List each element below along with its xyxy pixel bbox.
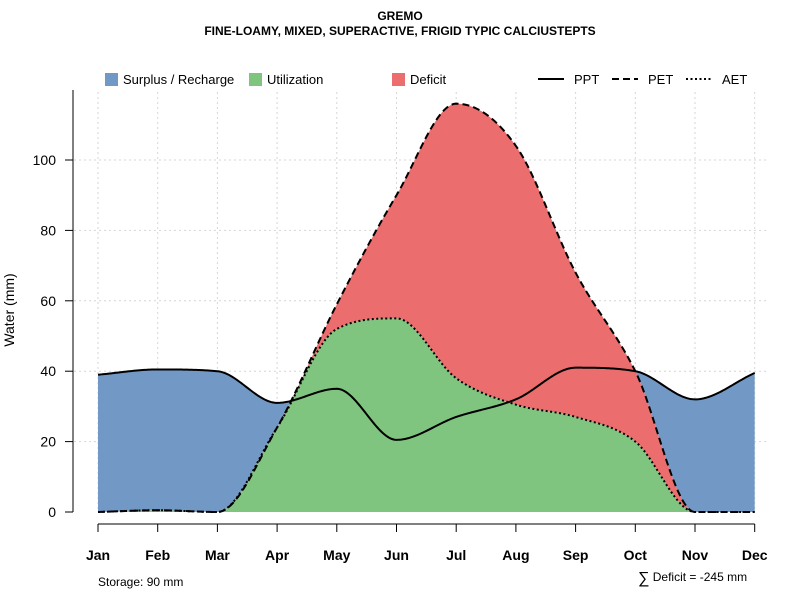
x-tick-label-may: May bbox=[323, 547, 350, 563]
legend-swatch-surplus-recharge bbox=[105, 73, 118, 86]
chart-subtitle: FINE-LOAMY, MIXED, SUPERACTIVE, FRIGID T… bbox=[204, 24, 596, 38]
y-tick-label-80: 80 bbox=[40, 222, 56, 238]
x-tick-label-sep: Sep bbox=[563, 547, 589, 563]
x-tick-label-jan: Jan bbox=[86, 547, 110, 563]
deficit-annotation: ∑ Deficit = -245 mm bbox=[638, 570, 747, 588]
y-tick-label-100: 100 bbox=[33, 152, 57, 168]
x-tick-label-aug: Aug bbox=[502, 547, 529, 563]
x-tick-label-dec: Dec bbox=[742, 547, 768, 563]
utilization-area bbox=[98, 318, 755, 512]
x-tick-label-jun: Jun bbox=[384, 547, 409, 563]
legend-swatch-deficit bbox=[392, 73, 405, 86]
y-tick-label-0: 0 bbox=[48, 504, 56, 520]
legend-label-ppt: PPT bbox=[574, 72, 599, 87]
x-tick-label-nov: Nov bbox=[682, 547, 709, 563]
y-axis-label: Water (mm) bbox=[1, 273, 17, 346]
ppt-line bbox=[97, 366, 756, 441]
axes: 0 20 40 60 80 100 Water (mm) Jan Feb Mar Apr May Jun… bbox=[1, 90, 768, 563]
legend: Surplus / Recharge Utilization Deficit PPT P… bbox=[105, 72, 747, 87]
deficit-area bbox=[98, 103, 755, 513]
x-tick-label-mar: Mar bbox=[205, 547, 230, 563]
x-tick-label-oct: Oct bbox=[624, 547, 648, 563]
legend-label-pet: PET bbox=[648, 72, 673, 87]
chart-title: GREMO bbox=[377, 9, 423, 23]
y-tick-label-60: 60 bbox=[40, 293, 56, 309]
y-tick-label-20: 20 bbox=[40, 434, 56, 450]
x-tick-label-feb: Feb bbox=[145, 547, 170, 563]
y-tick-label-40: 40 bbox=[40, 363, 56, 379]
sum-symbol: ∑ bbox=[638, 570, 650, 587]
legend-label-deficit: Deficit bbox=[410, 72, 447, 87]
pet-line bbox=[97, 102, 755, 513]
legend-label-surplus-recharge: Surplus / Recharge bbox=[123, 72, 234, 87]
surplus-recharge-area bbox=[98, 367, 755, 512]
storage-annotation: Storage: 90 mm bbox=[98, 575, 184, 589]
area-layers bbox=[98, 103, 755, 513]
deficit-text: Deficit = -245 mm bbox=[652, 570, 748, 584]
legend-swatch-utilization bbox=[249, 73, 262, 86]
x-tick-label-apr: Apr bbox=[265, 547, 290, 563]
aet-line bbox=[97, 317, 755, 513]
legend-label-aet: AET bbox=[722, 72, 747, 87]
legend-label-utilization: Utilization bbox=[267, 72, 323, 87]
x-tick-label-jul: Jul bbox=[446, 547, 466, 563]
series-lines bbox=[97, 102, 756, 513]
